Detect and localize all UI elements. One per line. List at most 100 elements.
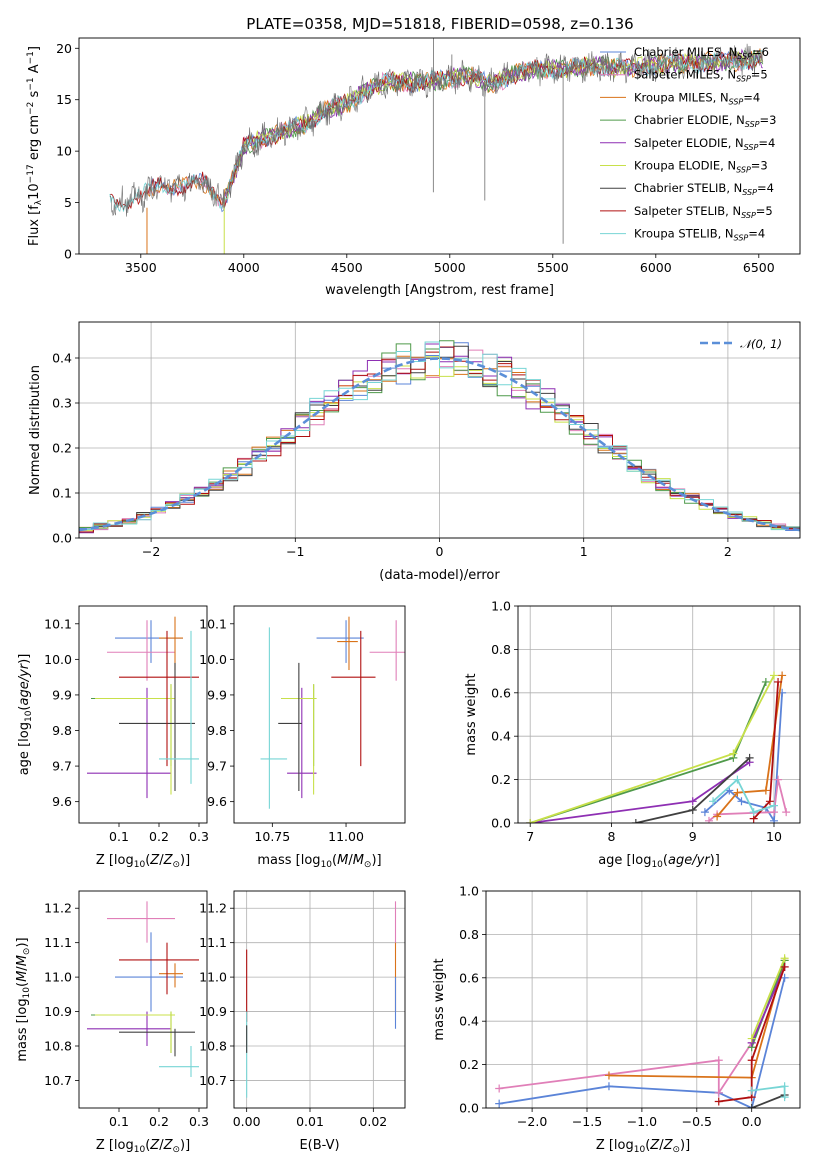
z-age-xlabel: Z [log10(Z/Z⊙)] <box>96 853 190 870</box>
weight-marker <box>733 788 742 797</box>
x-tick-label: −2 <box>142 544 160 559</box>
weight-series-line <box>712 778 775 814</box>
residuals-axes: −2 −1 0 1 2 0.0 0.1 0.2 0.3 0.4 <box>52 322 800 559</box>
spectrum-data-line <box>109 43 763 217</box>
y-tick-label: 0.2 <box>459 1057 479 1072</box>
weight-marker <box>749 808 758 817</box>
ebv_mass-frame <box>233 890 406 1109</box>
weight-marker <box>774 775 783 784</box>
y-tick-label: 0.4 <box>52 351 72 366</box>
x-tick-label: 1 <box>580 544 588 559</box>
x-tick-label: 0.2 <box>149 1114 169 1129</box>
y-tick-label: 10.9 <box>199 1004 227 1019</box>
x-tick-label: 9 <box>689 829 697 844</box>
z_age-axes: 0.1 0.2 0.3 9.6 9.7 9.8 9.9 10.0 10.1 <box>44 616 209 844</box>
z_weight-axes: −2.0 −1.5 −1.0 −0.5 0.0 0.0 0.2 0.4 0.6 0.8 1.0 <box>459 884 800 1129</box>
y-tick-label: 11.0 <box>199 970 227 985</box>
x-tick-label: 0.01 <box>296 1114 324 1129</box>
weight-marker <box>780 973 789 982</box>
figure-title: PLATE=0358, MJD=51818, FIBERID=0598, z=0… <box>246 15 633 33</box>
y-tick-label: 0.0 <box>491 816 511 831</box>
z_weight-frame <box>485 890 801 1109</box>
charts-layer: 3500 4000 4500 5000 5500 6000 650005101520wave… <box>15 37 801 1155</box>
y-tick-label: 0.2 <box>491 772 511 787</box>
legend-label: Salpeter STELIB, NSSP=5 <box>634 204 773 220</box>
weight-marker <box>729 749 738 758</box>
x-tick-label: 0.3 <box>189 829 209 844</box>
residuals-xlabel: (data-model)/error <box>379 568 500 583</box>
weight-marker <box>780 1082 789 1091</box>
y-tick-label: 15 <box>56 92 72 107</box>
y-tick-label: 11.0 <box>44 970 72 985</box>
weight-marker <box>495 1099 504 1108</box>
y-tick-label: 11.2 <box>44 901 72 916</box>
ebv-xlabel: E(B-V) <box>299 1138 339 1153</box>
y-tick-label: 0.3 <box>52 396 72 411</box>
y-tick-label: 10.1 <box>199 616 227 631</box>
legend-label: Salpeter MILES, NSSP=5 <box>634 68 768 84</box>
x-tick-label: 5500 <box>537 260 569 275</box>
y-tick-label: 10.0 <box>44 652 72 667</box>
y-tick-label: 9.6 <box>207 794 227 809</box>
y-tick-label: 10.7 <box>199 1073 227 1088</box>
x-tick-label: −0.5 <box>682 1114 712 1129</box>
y-tick-label: 9.8 <box>207 723 227 738</box>
x-tick-label: −2.0 <box>517 1114 547 1129</box>
spectrum-xlabel: wavelength [Angstrom, rest frame] <box>325 283 554 298</box>
weight-marker <box>780 954 789 963</box>
y-tick-label: 20 <box>56 41 72 56</box>
y-tick-label: 5 <box>64 195 72 210</box>
residuals-frame <box>78 321 801 539</box>
x-tick-label: 0.1 <box>109 1114 129 1129</box>
z-age-ylabel: age [log10(age/yr)] <box>17 654 34 776</box>
legend-label: Kroupa MILES, NSSP=4 <box>634 90 760 106</box>
y-tick-label: 10.9 <box>44 1004 72 1019</box>
spectrum-axes: 3500 4000 4500 5000 5500 6000 6500 0 5 10 15 20 <box>56 41 775 275</box>
weight-marker <box>704 816 713 823</box>
x-tick-label: 6500 <box>743 260 775 275</box>
mass_age-axes: 10.75 11.00 9.6 9.7 9.8 9.9 10.0 10.1 <box>199 616 364 844</box>
weight-marker <box>737 797 746 806</box>
x-tick-label: −1.5 <box>572 1114 602 1129</box>
z_mass-frame <box>78 890 208 1109</box>
weight-marker <box>495 1084 504 1093</box>
y-tick-label: 9.8 <box>52 723 72 738</box>
weight-marker <box>774 677 783 686</box>
legend-label: Chabrier ELODIE, NSSP=3 <box>634 113 776 129</box>
weight-marker <box>714 1056 723 1065</box>
weight-series-line <box>718 966 786 1103</box>
weight-marker <box>526 819 535 823</box>
legend-label: Kroupa ELODIE, NSSP=3 <box>634 159 768 175</box>
weight-marker <box>769 801 778 810</box>
mass_age-frame <box>233 605 406 824</box>
weight-marker <box>604 1071 613 1080</box>
x-tick-label: 4500 <box>331 260 363 275</box>
z-mass-xlabel: Z [log10(Z/Z⊙)] <box>96 1138 190 1155</box>
weight-marker <box>688 797 697 806</box>
x-tick-label: 0.1 <box>109 829 129 844</box>
y-tick-label: 1.0 <box>491 599 511 614</box>
y-tick-label: 11.2 <box>199 901 227 916</box>
y-tick-label: 10.7 <box>44 1073 72 1088</box>
residuals-ylabel: Normed distribution <box>28 365 43 495</box>
spectrum-legend: Chabrier MILES, NSSP=6 Salpeter MILES, NS… <box>600 45 776 243</box>
y-tick-label: 0.4 <box>491 729 511 744</box>
weight-marker <box>778 671 787 680</box>
y-tick-label: 10 <box>56 144 72 159</box>
weight-marker <box>761 677 770 686</box>
z_age-frame <box>78 605 208 824</box>
weight-marker <box>709 797 718 806</box>
weight-marker <box>714 1097 723 1106</box>
weight-marker <box>688 805 697 814</box>
z_mass-axes: 0.1 0.2 0.3 10.7 10.8 10.9 11.0 11.1 11.2 <box>44 901 209 1129</box>
y-tick-label: 10.1 <box>44 616 72 631</box>
normal-legend-label: 𝒩(0, 1) <box>740 337 782 351</box>
x-tick-label: 0.00 <box>233 1114 261 1129</box>
x-tick-label: 0.3 <box>189 1114 209 1129</box>
y-tick-label: 0.1 <box>52 486 72 501</box>
weight-marker <box>713 812 722 821</box>
legend-label: Kroupa STELIB, NSSP=4 <box>634 227 765 243</box>
y-tick-label: 0.0 <box>459 1101 479 1116</box>
spectrum-frame <box>78 37 801 255</box>
weight-series-line <box>716 675 783 818</box>
